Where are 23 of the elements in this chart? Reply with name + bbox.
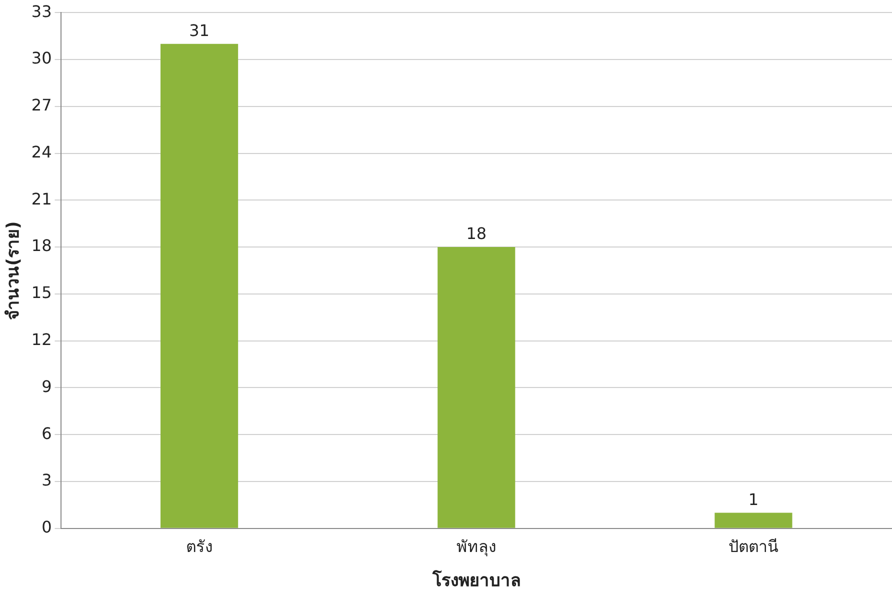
y-tick-label: 33	[31, 2, 52, 21]
y-tick-label: 0	[42, 518, 52, 537]
bar	[714, 512, 792, 528]
y-tick-label: 27	[31, 96, 52, 115]
data-label: 18	[466, 224, 487, 244]
x-tick-label: ตรัง	[186, 537, 213, 556]
y-tick-label: 15	[31, 283, 52, 302]
x-tick-label: พัทลุง	[456, 537, 496, 558]
data-label: 1	[748, 490, 759, 509]
y-axis-title: จำนวน(ราย)	[4, 221, 24, 320]
x-tick-label: ปัตตานี	[728, 537, 778, 556]
y-tick-label: 18	[31, 236, 52, 256]
data-label: 31	[189, 21, 210, 40]
y-tick-label: 12	[31, 330, 52, 349]
bar	[160, 44, 238, 528]
y-tick-label: 3	[42, 470, 52, 490]
y-tick-label: 9	[42, 376, 52, 396]
y-tick-label: 24	[31, 142, 52, 162]
bar	[438, 247, 516, 528]
y-tick-label: 21	[31, 189, 52, 208]
y-tick-label: 6	[42, 424, 52, 443]
y-tick-label: 30	[31, 48, 52, 68]
x-axis-title: โรงพยาบาล	[431, 570, 520, 592]
